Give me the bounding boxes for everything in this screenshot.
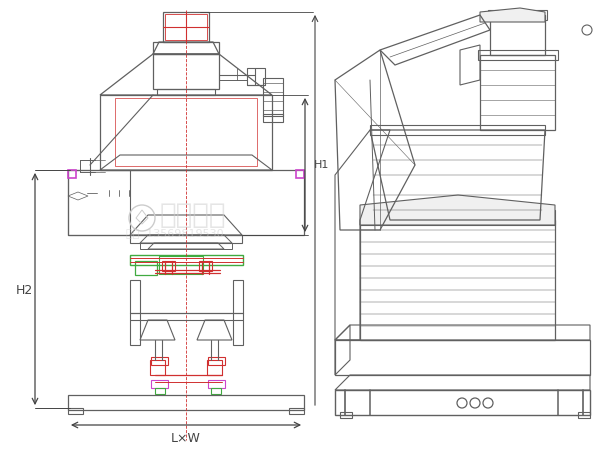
Bar <box>199 261 212 271</box>
Bar <box>289 408 304 414</box>
Bar <box>130 280 140 345</box>
Bar <box>165 14 207 40</box>
Bar <box>153 42 219 54</box>
Bar <box>296 170 304 178</box>
Bar <box>162 261 175 271</box>
Bar <box>115 98 257 166</box>
Text: H1: H1 <box>314 160 329 170</box>
Bar <box>68 170 130 235</box>
Bar <box>140 243 232 249</box>
Polygon shape <box>480 8 545 22</box>
Bar <box>263 78 283 116</box>
Bar <box>233 280 243 345</box>
Bar <box>263 114 283 122</box>
Bar <box>155 388 165 394</box>
Bar <box>130 235 242 243</box>
Bar <box>151 380 168 388</box>
Bar <box>151 357 168 365</box>
Bar <box>68 395 304 410</box>
Bar <box>68 408 83 414</box>
Text: 国盛  13569819530: 国盛 13569819530 <box>126 228 224 238</box>
Text: L×W: L×W <box>171 432 201 445</box>
Bar <box>68 170 304 235</box>
Polygon shape <box>360 195 555 225</box>
Bar <box>68 170 76 178</box>
Bar <box>157 89 215 95</box>
Bar <box>247 68 265 85</box>
Bar <box>130 255 243 265</box>
Bar <box>208 357 225 365</box>
Bar <box>163 12 209 42</box>
Bar <box>208 380 225 388</box>
Bar <box>135 261 157 275</box>
Bar <box>153 54 219 89</box>
Bar <box>100 95 272 170</box>
Bar <box>159 256 203 274</box>
Bar <box>211 388 221 394</box>
Text: 国盛机械: 国盛机械 <box>160 201 226 229</box>
Text: H2: H2 <box>16 284 32 297</box>
